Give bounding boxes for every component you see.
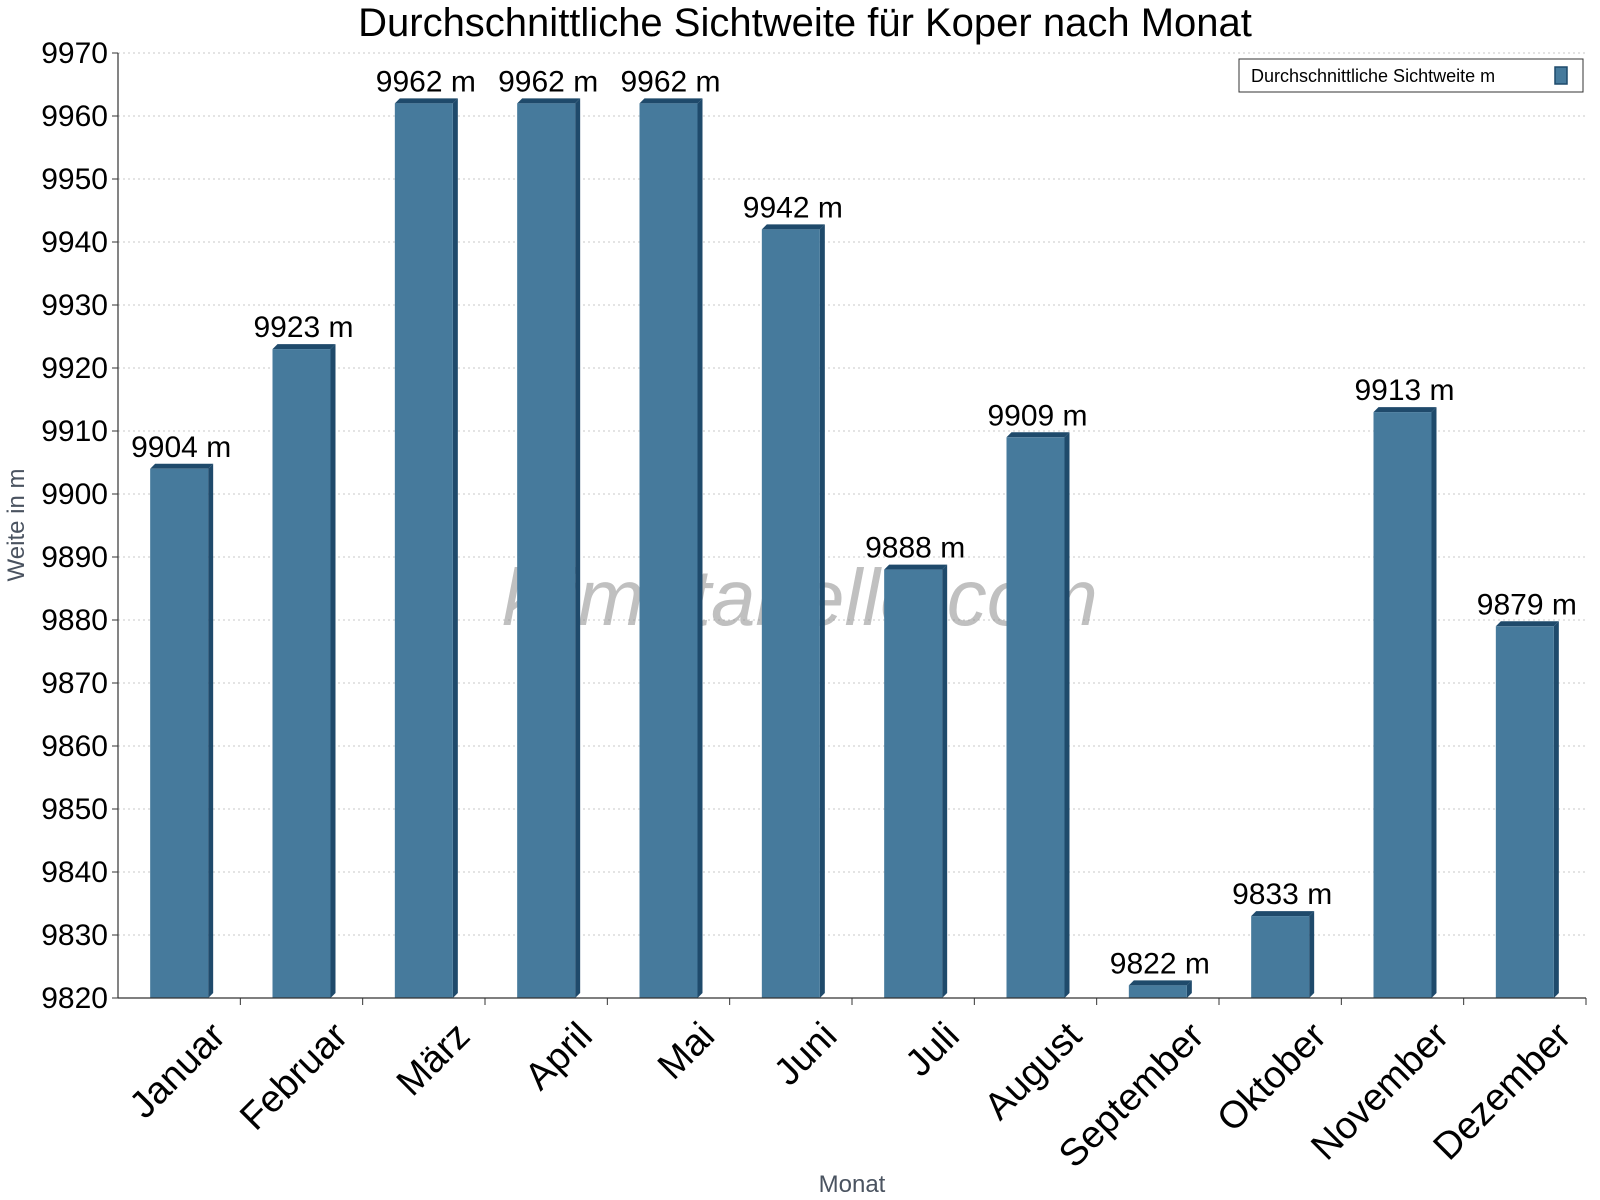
bar-front-face <box>272 349 331 999</box>
y-tick-label: 9950 <box>41 163 108 196</box>
legend-swatch <box>1554 66 1568 85</box>
y-tick-label: 9820 <box>41 982 108 1015</box>
bar-top-face <box>394 98 458 104</box>
bar-side-face <box>1431 407 1437 999</box>
x-tick-label: Mai <box>650 1015 723 1088</box>
y-tick-label: 9840 <box>41 856 108 889</box>
x-tick-label: Januar <box>122 1015 234 1127</box>
bar <box>1128 980 1192 998</box>
y-axis-title: Weite in m <box>3 469 30 582</box>
data-label: 9833 m <box>1232 878 1332 911</box>
bar <box>1006 432 1070 998</box>
y-tick-label: 9900 <box>41 478 108 511</box>
x-tick-label: Juli <box>898 1015 968 1085</box>
data-label: 9913 m <box>1354 374 1454 407</box>
bar-side-face <box>819 224 825 998</box>
bar-top-face <box>884 564 948 570</box>
bar <box>1251 911 1315 998</box>
bar-top-face <box>1251 911 1315 917</box>
x-tick-label: April <box>517 1015 600 1098</box>
y-tick-label: 9860 <box>41 730 108 763</box>
y-tick-label: 9960 <box>41 100 108 133</box>
axes <box>112 52 1587 1005</box>
x-tick-label: März <box>389 1015 478 1104</box>
bar-top-face <box>150 463 214 469</box>
data-label: 9888 m <box>865 532 965 565</box>
y-tick-labels: 9820 9830 9840 9850 9860 9870 9880 9890 9900 9910… <box>41 37 108 1015</box>
data-label: 9923 m <box>253 311 353 344</box>
data-label: 9962 m <box>498 65 598 98</box>
y-tick-label: 9920 <box>41 352 108 385</box>
bar-side-face <box>942 564 948 998</box>
bar-top-face <box>1495 621 1559 627</box>
data-label: 9962 m <box>620 65 720 98</box>
x-tick-label: Oktober <box>1209 1015 1335 1141</box>
bar <box>884 564 948 998</box>
y-tick-label: 9850 <box>41 793 108 826</box>
bar <box>1373 407 1437 999</box>
y-tick-label: 9940 <box>41 226 108 259</box>
bar-side-face <box>330 344 336 999</box>
bar-side-face <box>1064 432 1070 998</box>
y-tick-label: 9870 <box>41 667 108 700</box>
data-label: 9879 m <box>1477 588 1577 621</box>
data-label: 9942 m <box>743 191 843 224</box>
bar-side-face <box>452 98 458 998</box>
data-labels: 9904 m 9923 m 9962 m 9962 m 9962 m 9942 m 9888… <box>131 65 1577 980</box>
bar <box>761 224 825 998</box>
bar-side-face <box>208 463 214 998</box>
bar <box>394 98 458 998</box>
bar-side-face <box>1186 980 1192 998</box>
y-tick-label: 9830 <box>41 919 108 952</box>
data-label: 9909 m <box>987 399 1087 432</box>
bar-side-face <box>1553 621 1559 998</box>
legend-label: Durchschnittliche Sichtweite m <box>1251 66 1495 86</box>
bar-side-face <box>575 98 581 998</box>
y-tick-label: 9910 <box>41 415 108 448</box>
bar <box>1495 621 1559 998</box>
bar-front-face <box>761 229 820 998</box>
data-label: 9962 m <box>376 65 476 98</box>
bar <box>272 344 336 999</box>
bar-side-face <box>697 98 703 998</box>
x-tick-label: Februar <box>232 1015 356 1139</box>
bar-front-face <box>150 468 209 998</box>
x-axis-title: Monat <box>819 1171 886 1198</box>
bar-front-face <box>884 569 943 998</box>
x-tick-label: Juni <box>766 1015 845 1094</box>
bar-top-face <box>1128 980 1192 986</box>
chart-title: Durchschnittliche Sichtweite für Koper n… <box>358 1 1252 45</box>
bar-top-face <box>761 224 825 230</box>
bar-front-face <box>1251 916 1310 998</box>
y-tick-label: 9970 <box>41 37 108 70</box>
bar-top-face <box>517 98 581 104</box>
bar-front-face <box>1006 437 1065 998</box>
bar-front-face <box>517 103 576 998</box>
data-label: 9904 m <box>131 431 231 464</box>
bar-front-face <box>1373 412 1432 999</box>
bar-front-face <box>639 103 698 998</box>
grid-lines <box>118 52 1586 936</box>
bar-front-face <box>1495 626 1554 998</box>
bar-front-face <box>394 103 453 998</box>
bars <box>150 98 1559 999</box>
legend-box <box>1238 58 1584 93</box>
bar-top-face <box>639 98 703 104</box>
bar <box>517 98 581 998</box>
y-tick-label: 9930 <box>41 289 108 322</box>
bar <box>639 98 703 998</box>
legend: Durchschnittliche Sichtweite m <box>1238 58 1584 93</box>
y-tick-label: 9890 <box>41 541 108 574</box>
bar-side-face <box>1309 911 1315 998</box>
bar <box>150 463 214 998</box>
bar-top-face <box>272 344 336 350</box>
x-tick-label: August <box>977 1015 1091 1129</box>
data-label: 9822 m <box>1110 947 1210 980</box>
bar-front-face <box>1128 985 1187 998</box>
bar-top-face <box>1373 407 1437 413</box>
y-tick-label: 9880 <box>41 604 108 637</box>
bar-top-face <box>1006 432 1070 438</box>
